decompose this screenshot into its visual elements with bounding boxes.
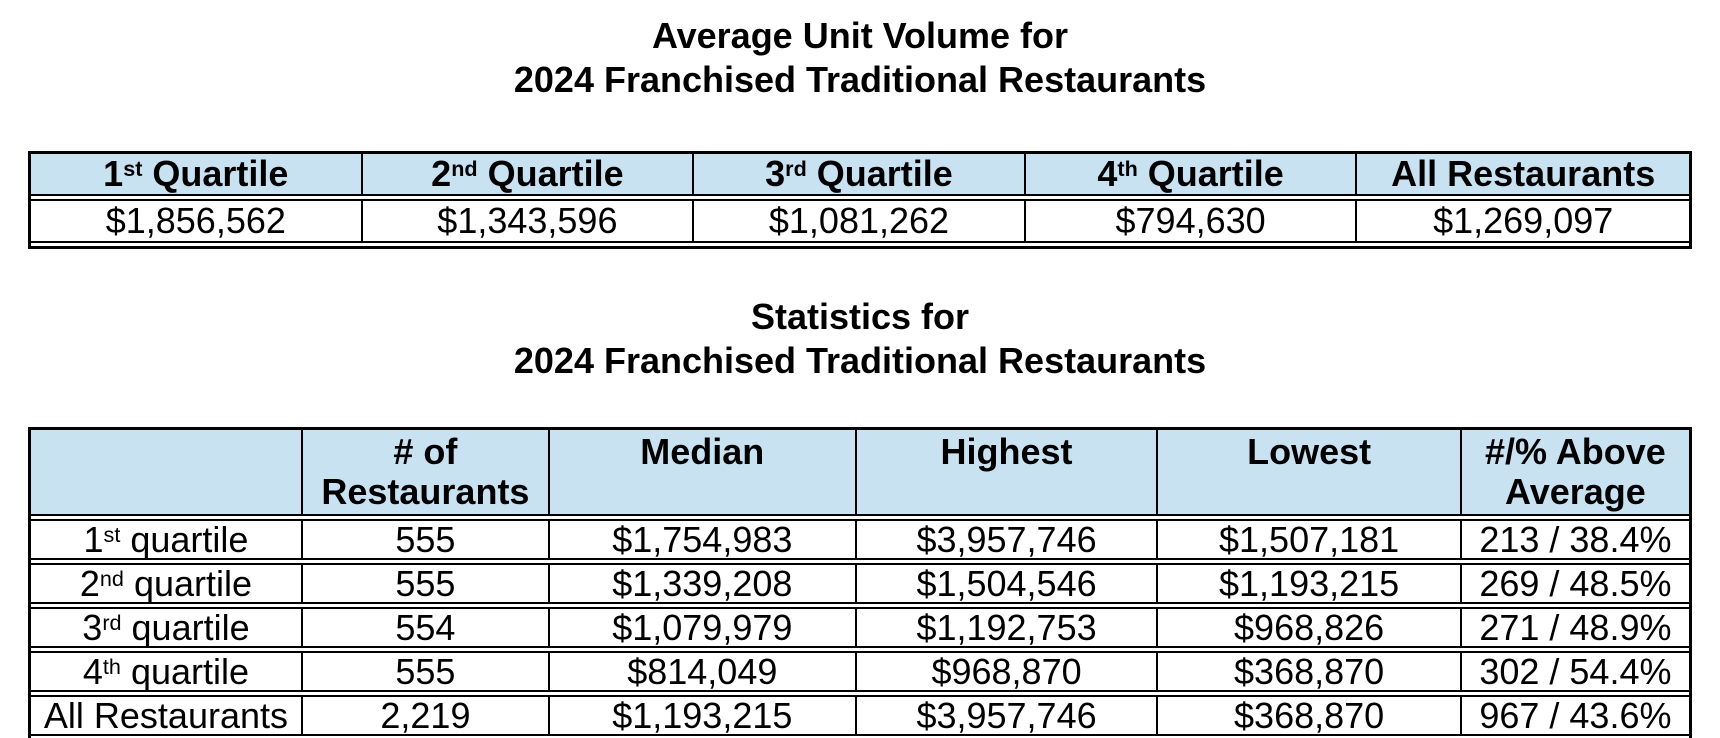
stats-header-highest: Highest [856, 430, 1159, 516]
ordinal-suffix: th [102, 654, 121, 680]
stats-cell-num-restaurants: 2,219 [302, 695, 550, 736]
statistics-title: Statistics for 2024 Franchised Tradition… [28, 295, 1692, 383]
row-label-text: quartile [120, 519, 249, 560]
stats-row-label: 3rd quartile [31, 607, 303, 648]
row-label-text: quartile [123, 563, 253, 604]
header-label: Quartile [477, 154, 624, 194]
avg-header-4th-quartile: 4th Quartile [1025, 154, 1358, 196]
avg-header-3rd-quartile: 3rd Quartile [694, 154, 1026, 196]
ordinal-number: 2 [431, 154, 452, 194]
stats-cell-highest: $968,870 [856, 651, 1159, 692]
stats-cell-highest: $3,957,746 [856, 695, 1159, 736]
stats-cell-lowest: $1,193,215 [1158, 563, 1462, 604]
header-label: Quartile [1137, 154, 1284, 194]
stats-row-4th-quartile: 4th quartile 555 $814,049 $968,870 $368,… [31, 651, 1689, 692]
ordinal-number: 1 [83, 519, 104, 560]
ordinal-suffix: st [103, 522, 121, 548]
stats-header-lowest: Lowest [1158, 430, 1462, 516]
avg-header-1st-quartile: 1st Quartile [31, 154, 363, 196]
header-label: Quartile [806, 154, 953, 194]
stats-cell-above-average: 271 / 48.9% [1461, 607, 1689, 648]
stats-row-3rd-quartile: 3rd quartile 554 $1,079,979 $1,192,753 $… [31, 607, 1689, 648]
avg-value-all-restaurants: $1,269,097 [1357, 199, 1689, 243]
avg-value-4th-quartile: $794,630 [1025, 199, 1358, 243]
header-label: All Restaurants [1391, 154, 1656, 194]
avg-unit-volume-title-line2: 2024 Franchised Traditional Restaurants [513, 59, 1207, 100]
stats-cell-highest: $1,192,753 [856, 607, 1159, 648]
ordinal-number: 1 [103, 154, 124, 194]
stats-row-label: All Restaurants [31, 695, 303, 736]
stats-header-empty-corner [31, 430, 303, 516]
header-label: Quartile [142, 154, 289, 194]
stats-cell-above-average: 302 / 54.4% [1461, 651, 1689, 692]
avg-header-2nd-quartile: 2nd Quartile [362, 154, 695, 196]
stats-header-above-average: #/% Above Average [1461, 430, 1689, 516]
stats-cell-num-restaurants: 555 [302, 563, 550, 604]
stats-cell-lowest: $368,870 [1158, 651, 1462, 692]
stats-cell-lowest: $368,870 [1158, 695, 1462, 736]
ordinal-suffix: st [123, 156, 143, 182]
stats-cell-above-average: 213 / 38.4% [1461, 519, 1689, 560]
stats-header-num-restaurants: # of Restaurants [302, 430, 550, 516]
avg-value-3rd-quartile: $1,081,262 [694, 199, 1026, 243]
stats-row-1st-quartile: 1st quartile 555 $1,754,983 $3,957,746 $… [31, 519, 1689, 560]
stats-row-label: 1st quartile [31, 519, 303, 560]
ordinal-suffix: th [1117, 156, 1138, 182]
row-label-text: All Restaurants [43, 695, 288, 736]
avg-value-1st-quartile: $1,856,562 [31, 199, 363, 243]
ordinal-number: 3 [765, 154, 786, 194]
avg-unit-volume-table: 1st Quartile 2nd Quartile 3rd Quartile 4… [28, 151, 1692, 249]
stats-cell-median: $1,754,983 [549, 519, 857, 560]
stats-row-label: 4th quartile [31, 651, 303, 692]
stats-cell-num-restaurants: 555 [302, 519, 550, 560]
row-label-text: quartile [121, 607, 250, 648]
avg-header-all-restaurants: All Restaurants [1357, 154, 1689, 196]
avg-table-value-row: $1,856,562 $1,343,596 $1,081,262 $794,63… [31, 199, 1689, 243]
stats-cell-above-average: 967 / 43.6% [1461, 695, 1689, 736]
avg-table-header-row: 1st Quartile 2nd Quartile 3rd Quartile 4… [31, 154, 1689, 196]
stats-cell-median: $1,339,208 [549, 563, 857, 604]
ordinal-suffix: nd [99, 566, 124, 592]
statistics-table-grid: # of Restaurants Median Highest Lowest #… [31, 427, 1689, 738]
avg-unit-volume-table-grid: 1st Quartile 2nd Quartile 3rd Quartile 4… [31, 151, 1689, 246]
ordinal-number: 3 [82, 607, 103, 648]
ordinal-suffix: nd [451, 156, 478, 182]
avg-unit-volume-title: Average Unit Volume for 2024 Franchised … [28, 14, 1692, 102]
stats-table-header-row: # of Restaurants Median Highest Lowest #… [31, 430, 1689, 516]
avg-value-2nd-quartile: $1,343,596 [362, 199, 695, 243]
statistics-title-line1: Statistics for [750, 296, 970, 337]
ordinal-number: 4 [1097, 154, 1118, 194]
stats-cell-num-restaurants: 555 [302, 651, 550, 692]
stats-cell-lowest: $1,507,181 [1158, 519, 1462, 560]
row-label-text: quartile [120, 651, 250, 692]
ordinal-number: 4 [82, 651, 103, 692]
avg-unit-volume-title-line1: Average Unit Volume for [651, 15, 1069, 56]
stats-row-all-restaurants: All Restaurants 2,219 $1,193,215 $3,957,… [31, 695, 1689, 736]
statistics-table: # of Restaurants Median Highest Lowest #… [28, 427, 1692, 738]
stats-cell-median: $1,079,979 [549, 607, 857, 648]
stats-cell-highest: $3,957,746 [856, 519, 1159, 560]
statistics-title-line2: 2024 Franchised Traditional Restaurants [513, 340, 1207, 381]
stats-row-2nd-quartile: 2nd quartile 555 $1,339,208 $1,504,546 $… [31, 563, 1689, 604]
stats-header-median: Median [549, 430, 857, 516]
stats-cell-lowest: $968,826 [1158, 607, 1462, 648]
ordinal-suffix: rd [102, 610, 122, 636]
stats-cell-median: $1,193,215 [549, 695, 857, 736]
stats-row-label: 2nd quartile [31, 563, 303, 604]
ordinal-suffix: rd [785, 156, 807, 182]
stats-cell-num-restaurants: 554 [302, 607, 550, 648]
stats-cell-median: $814,049 [549, 651, 857, 692]
ordinal-number: 2 [79, 563, 100, 604]
stats-cell-above-average: 269 / 48.5% [1461, 563, 1689, 604]
stats-cell-highest: $1,504,546 [856, 563, 1159, 604]
